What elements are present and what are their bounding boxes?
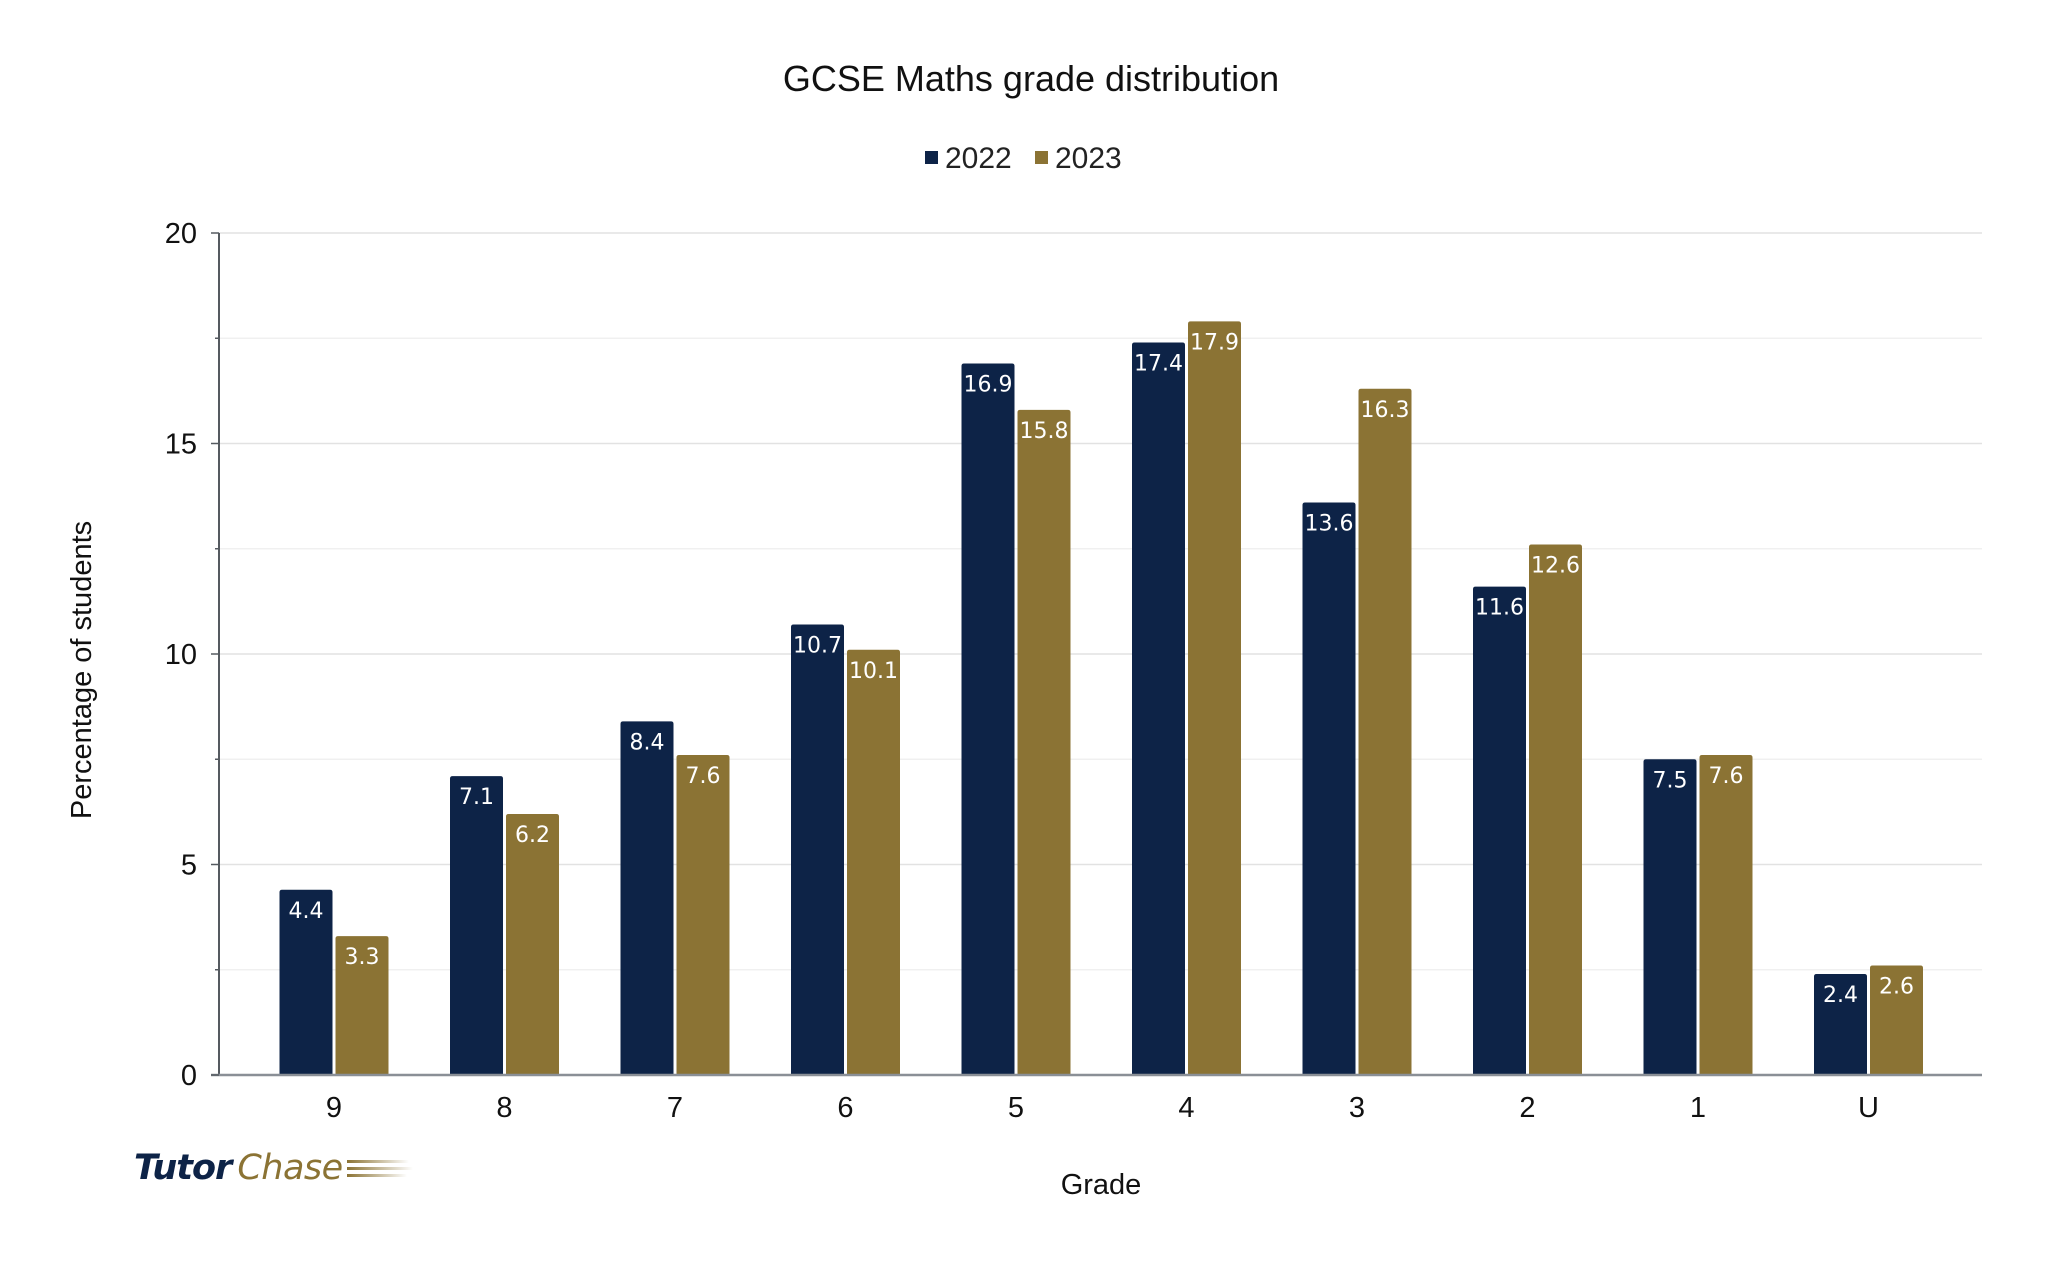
bar-2022-grade-7 — [620, 721, 674, 1075]
data-label-2023-grade-7: 7.6 — [686, 764, 721, 789]
x-tick-label-4: 4 — [1178, 1092, 1194, 1124]
legend-swatch-2022 — [925, 151, 938, 164]
legend-label-2023: 2023 — [1055, 142, 1122, 175]
x-tick-label-5: 5 — [1008, 1092, 1024, 1124]
x-tick-label-9: 9 — [326, 1092, 342, 1124]
legend: 2022 2023 — [925, 142, 1122, 175]
y-tick-label-10: 10 — [165, 639, 197, 671]
bar-2023-grade-8 — [506, 813, 559, 1075]
data-label-2023-grade-5: 15.8 — [1020, 419, 1069, 444]
x-tick-label-1: 1 — [1690, 1092, 1706, 1124]
data-label-2022-grade-8: 7.1 — [459, 785, 494, 810]
y-axis-title: Percentage of students — [66, 521, 98, 819]
bar-2023-grade-7 — [676, 755, 730, 1075]
data-label-2023-grade-8: 6.2 — [515, 823, 550, 848]
logo-text-chase: Chase — [237, 1148, 343, 1188]
x-tick-labels: 9 8 7 6 5 4 3 2 1 U — [326, 1092, 1879, 1124]
data-label-2023-grade-9: 3.3 — [345, 945, 380, 970]
data-label-2022-grade-4: 17.4 — [1134, 351, 1183, 376]
data-label-2023-grade-4: 17.9 — [1190, 330, 1239, 355]
data-label-2022-grade-3: 13.6 — [1305, 511, 1354, 536]
legend-swatch-2023 — [1035, 151, 1048, 164]
logo-text-tutor: Tutor — [134, 1148, 232, 1188]
y-tick-label-15: 15 — [165, 429, 197, 461]
bar-2023-grade-6 — [847, 649, 900, 1075]
x-axis-title: Grade — [1061, 1169, 1142, 1201]
bar-2022-grade-4 — [1132, 342, 1185, 1076]
x-tick-label-3: 3 — [1349, 1092, 1365, 1124]
data-label-2022-grade-6: 10.7 — [793, 634, 842, 659]
data-label-2023-grade-2: 12.6 — [1531, 554, 1580, 579]
data-label-2022-grade-2: 11.6 — [1475, 596, 1524, 621]
data-label-2023-grade-3: 16.3 — [1361, 398, 1410, 423]
x-tick-label-2: 2 — [1519, 1092, 1535, 1124]
axes — [211, 232, 1982, 1077]
y-tick-labels: 0 5 10 15 20 — [165, 218, 197, 1092]
bar-2022-grade-1 — [1643, 759, 1697, 1075]
y-tick-label-0: 0 — [181, 1060, 197, 1092]
data-label-2023-grade-U: 2.6 — [1879, 975, 1914, 1000]
x-tick-label-8: 8 — [496, 1092, 512, 1124]
bar-2022-grade-9 — [279, 889, 333, 1075]
legend-label-2022: 2022 — [945, 142, 1012, 175]
bar-2022-grade-3 — [1302, 502, 1356, 1075]
bar-2023-grade-5 — [1017, 409, 1071, 1075]
bar-2023-grade-1 — [1699, 755, 1753, 1075]
y-tick-label-20: 20 — [165, 218, 197, 250]
bar-2022-grade-2 — [1473, 586, 1526, 1075]
bar-2022-grade-6 — [791, 624, 844, 1075]
data-label-2022-grade-7: 8.4 — [630, 730, 665, 755]
bar-2022-grade-8 — [450, 776, 503, 1075]
bar-2022-grade-5 — [961, 363, 1015, 1075]
x-tick-label-U: U — [1858, 1092, 1879, 1124]
speed-lines-icon — [346, 1156, 413, 1180]
data-label-2022-grade-U: 2.4 — [1823, 983, 1858, 1008]
bars — [279, 321, 1923, 1076]
data-label-2022-grade-1: 7.5 — [1653, 768, 1688, 793]
bar-2023-grade-9 — [335, 936, 389, 1075]
bar-2023-grade-U — [1870, 965, 1923, 1075]
bar-2023-grade-3 — [1358, 388, 1412, 1075]
bar-2022-grade-U — [1814, 973, 1867, 1075]
x-tick-label-7: 7 — [667, 1092, 683, 1124]
x-tick-label-6: 6 — [837, 1092, 853, 1124]
data-label-2023-grade-6: 10.1 — [849, 659, 898, 684]
bar-2023-grade-4 — [1188, 321, 1241, 1075]
data-label-2022-grade-9: 4.4 — [289, 899, 324, 924]
bar-2023-grade-2 — [1529, 544, 1582, 1075]
data-labels: 4.4 3.3 7.1 6.2 8.4 7.6 10.7 10.1 16.9 15.8 17.4 17… — [289, 330, 1915, 1008]
chart-title: GCSE Maths grade distribution — [783, 58, 1279, 99]
y-tick-label-5: 5 — [181, 850, 197, 882]
tutorchase-logo: Tutor Chase — [134, 1146, 413, 1190]
data-label-2023-grade-1: 7.6 — [1709, 764, 1744, 789]
data-label-2022-grade-5: 16.9 — [964, 373, 1013, 398]
